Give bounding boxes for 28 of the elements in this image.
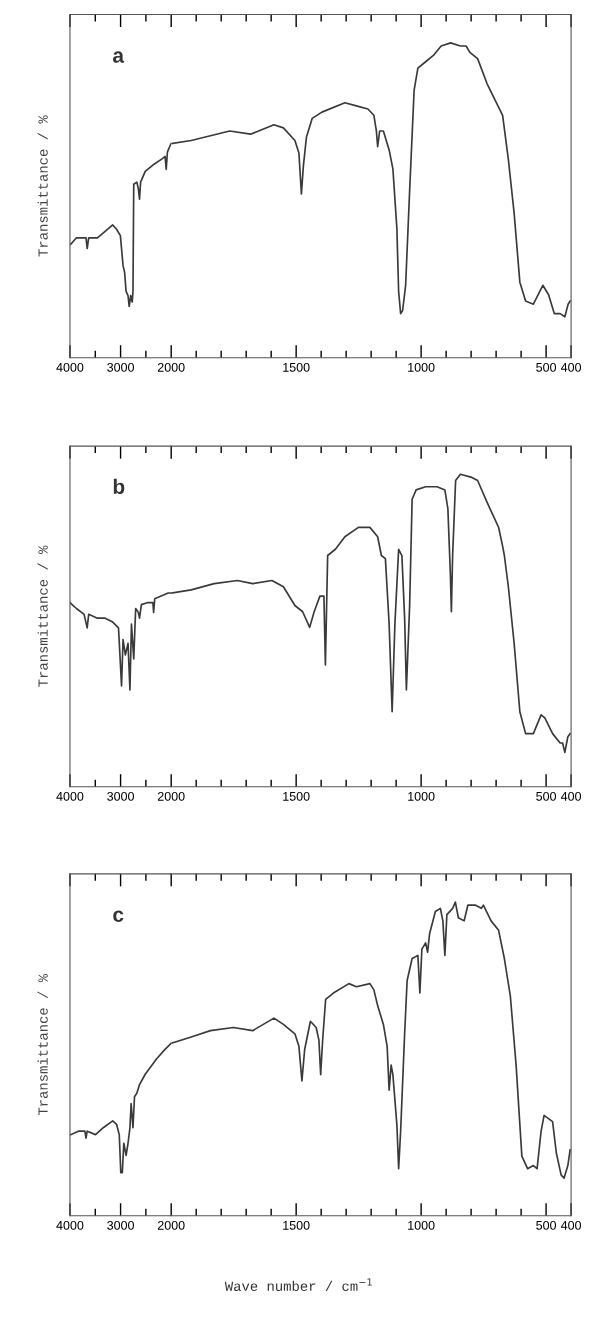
- x-tick-label: 3000: [107, 362, 134, 372]
- x-tick-label: 400: [560, 362, 582, 372]
- x-tick-label: 4000: [56, 1220, 84, 1230]
- x-tick-label: 2000: [157, 362, 185, 372]
- x-tick-label: 3000: [107, 791, 134, 801]
- x-tick-label: 1000: [408, 1220, 435, 1230]
- x-tick-label: 500: [536, 362, 557, 372]
- x-tick-label: 3000: [107, 1220, 134, 1230]
- x-tick-label: 1500: [283, 362, 310, 372]
- x-tick-label: 500: [536, 1220, 557, 1230]
- x-axis-title: Wave number / cm$^{−1}$: [224, 1278, 372, 1291]
- text: b: [113, 478, 125, 495]
- y-axis-title: Transmittance / %: [37, 973, 48, 1116]
- x-tick-label: 1000: [408, 791, 435, 801]
- x-tick-label: 1000: [408, 362, 435, 372]
- x-tick-label: 1500: [283, 791, 310, 801]
- x-tick-label: 400: [560, 1220, 582, 1230]
- y-axis-title: Transmittance / %: [37, 545, 48, 687]
- x-tick-label: 500: [536, 791, 557, 801]
- x-tick-label: 1500: [283, 1220, 310, 1230]
- y-axis-title: Transmittance / %: [37, 115, 48, 257]
- text: c: [113, 910, 124, 922]
- x-tick-label: 4000: [56, 791, 84, 801]
- x-tick-label: 2000: [157, 1220, 185, 1230]
- x-tick-label: 400: [560, 791, 582, 801]
- text: a: [113, 51, 125, 63]
- x-tick-label: 4000: [56, 362, 84, 372]
- x-tick-label: 2000: [157, 791, 185, 801]
